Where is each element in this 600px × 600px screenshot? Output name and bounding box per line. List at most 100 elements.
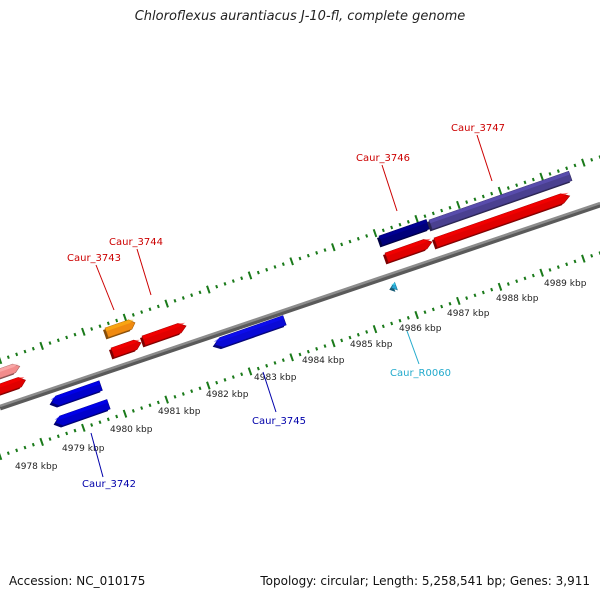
tick-mark (573, 259, 577, 264)
gene-caur-3746[interactable] (377, 219, 430, 248)
tick-mark (164, 299, 169, 308)
tick-mark (247, 271, 253, 280)
tick-mark (231, 375, 235, 379)
tick-mark (23, 349, 27, 354)
tick-mark (556, 265, 560, 269)
tick-label: 4984 kbp (302, 356, 345, 366)
gene-caur-3745[interactable] (212, 315, 287, 350)
tick-mark (390, 225, 394, 230)
gene-label[interactable]: Caur_3746 (356, 153, 410, 164)
tick-mark (0, 452, 3, 461)
gene-label[interactable]: Caur_3745 (252, 416, 306, 427)
tick-mark (414, 214, 419, 224)
tick-mark (240, 276, 244, 281)
tick-mark (323, 344, 327, 348)
tick-mark (548, 172, 552, 176)
gene-caur-3744[interactable] (140, 322, 187, 348)
tick-mark (523, 180, 527, 185)
tick-mark (273, 361, 277, 365)
tick-mark (306, 349, 310, 354)
tick-mark (440, 208, 444, 213)
tick-label: 4988 kbp (496, 294, 539, 304)
gene-arrow-highlight (0, 377, 25, 388)
gene-label[interactable]: Caur_3747 (451, 123, 505, 134)
tick-mark (6, 355, 10, 360)
gene-feature[interactable] (432, 192, 571, 250)
gene-arrow-highlight (213, 315, 284, 342)
gene-label[interactable]: Caur_R0060 (390, 368, 451, 379)
gene-arrow-highlight (142, 322, 186, 340)
tick-mark (423, 214, 427, 219)
gene-caur-3743[interactable] (103, 319, 136, 340)
backbone (0, 201, 600, 411)
gene-arrow[interactable] (110, 339, 142, 358)
tick-mark (298, 352, 302, 357)
gene-features[interactable] (0, 170, 573, 428)
tick-mark (23, 445, 27, 450)
tick-label: 4987 kbp (447, 309, 490, 319)
tick-mark (473, 197, 477, 202)
tick-mark (340, 338, 344, 343)
map-title: Chloroflexus aurantiacus J-10-fl, comple… (134, 9, 466, 24)
tick-mark (240, 372, 244, 377)
tick-mark (206, 381, 211, 390)
gene-arrow[interactable] (384, 239, 433, 263)
tick-mark (456, 200, 461, 210)
tick-mark (164, 395, 169, 404)
tick-mark (81, 423, 86, 432)
tick-mark (73, 332, 77, 337)
tick-mark (0, 356, 3, 365)
tick-mark (131, 313, 135, 317)
leader-line (136, 248, 152, 296)
tick-mark (281, 262, 285, 266)
tick-mark (6, 451, 10, 456)
tick-mark (173, 394, 177, 399)
tick-mark (48, 341, 52, 345)
gene-feature[interactable] (0, 363, 21, 383)
tick-mark (73, 428, 77, 433)
leader-line (262, 371, 277, 413)
tick-mark (90, 423, 94, 427)
gene-feature[interactable] (53, 399, 111, 428)
tick-mark (414, 310, 419, 320)
tick-mark (506, 186, 510, 190)
tick-mark (56, 434, 60, 439)
tick-mark (448, 205, 452, 210)
gene-label[interactable]: Caur_3742 (82, 479, 136, 490)
gene-caur-3742[interactable] (49, 380, 103, 408)
gene-feature[interactable] (0, 377, 26, 399)
tick-mark (490, 287, 494, 292)
tick-mark (356, 236, 360, 241)
gene-arrow-highlight (0, 363, 19, 372)
tick-label: 4978 kbp (15, 462, 58, 472)
gene-label[interactable]: Caur_3743 (67, 253, 121, 264)
tick-mark (273, 265, 277, 269)
tick-mark (390, 321, 394, 326)
gene-caur-3747[interactable] (427, 170, 573, 232)
tick-mark (323, 248, 327, 252)
tick-mark (15, 352, 19, 357)
tick-mark (181, 296, 185, 300)
tick-mark (156, 304, 160, 309)
gene-feature[interactable] (109, 339, 142, 360)
tick-mark (531, 177, 535, 182)
tick-mark (573, 163, 577, 168)
tick-label: 4979 kbp (62, 444, 105, 454)
gene-feature[interactable] (383, 238, 433, 265)
tick-mark (198, 290, 202, 295)
tick-mark (181, 392, 185, 396)
genome-stats-text: Topology: circular; Length: 5,258,541 bp… (260, 574, 590, 588)
tick-mark (565, 166, 569, 171)
tick-mark (515, 183, 519, 188)
tick-mark (223, 282, 227, 286)
gene-arrow[interactable] (104, 319, 136, 338)
tick-mark (556, 169, 560, 173)
gene-label[interactable]: Caur_3744 (109, 237, 163, 248)
tick-mark (122, 409, 128, 418)
tick-mark (531, 273, 535, 278)
tick-mark (115, 414, 119, 419)
gene-caur-r0060[interactable] (389, 281, 398, 292)
tick-mark (481, 290, 485, 295)
